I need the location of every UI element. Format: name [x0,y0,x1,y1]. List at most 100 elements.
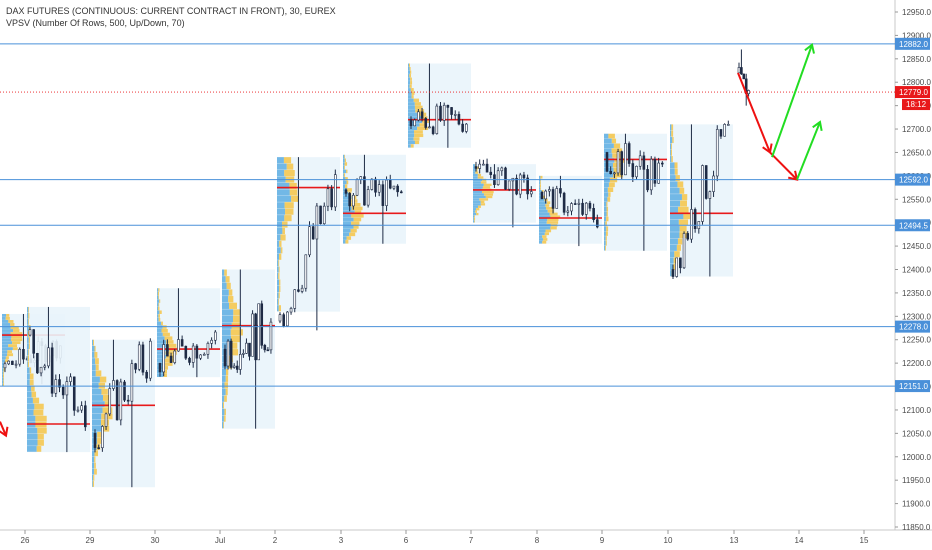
candle-body [149,340,152,379]
volume-profile-down-bar [162,332,170,337]
volume-profile-down-bar [475,169,478,172]
volume-profile-up-bar [277,182,290,190]
volume-profile-up-bar [539,175,541,179]
volume-profile-up-bar [670,175,676,182]
volume-profile-up-bar [604,143,614,149]
volume-profile-down-bar [27,355,29,362]
volume-profile-up-bar [343,165,345,170]
volume-profile-up-bar [27,403,35,410]
volume-profile-up-bar [222,296,229,303]
volume-profile-up-bar [27,446,37,452]
volume-profile-down-bar [224,408,226,416]
candle-body [675,257,678,277]
candle-body [254,313,257,361]
level-price-tag [895,320,930,333]
candle-body [424,118,428,128]
volume-profile-down-bar [280,234,286,241]
volume-profile-up-bar [92,370,96,377]
candle-body [690,209,693,240]
projection-arrow-up[interactable] [771,44,813,158]
volume-profile-up-bar [473,166,476,169]
volume-profile-up-bar [408,70,411,74]
volume-profile-up-bar [343,184,346,188]
candle-body [11,360,14,365]
candle-body [260,303,264,346]
volume-profile-up-bar [157,343,167,348]
volume-profile-down-bar [546,221,559,224]
y-tick-label: 12900.0 [902,31,931,40]
volume-profile-up-bar [539,238,543,241]
volume-profile-down-bar [233,309,241,316]
volume-profile-up-bar [343,228,351,233]
x-tick-label: 14 [795,536,804,545]
volume-profile-up-bar [2,317,6,320]
volume-profile-up-bar [670,124,672,131]
volume-profile-down-bar [279,240,282,247]
candle-body [704,165,708,199]
volume-profile-up-bar [473,190,482,194]
volume-profile-up-bar [92,388,102,395]
volume-profile-down-bar [284,170,295,177]
volume-profile-up-bar [277,253,280,260]
volume-profile-up-bar [539,206,547,210]
volume-profile-down-bar [480,181,487,184]
candle-body [363,176,366,206]
y-tick-label: 12650.0 [902,148,931,157]
volume-profile-down-bar [550,215,561,219]
volume-profile-up-bar [27,367,30,374]
projection-arrow-down[interactable] [0,421,7,437]
volume-profile-up-bar [604,221,606,227]
candle-body [653,158,657,184]
projection-arrow-down[interactable] [769,151,798,181]
x-tick-label: 13 [730,536,739,545]
volume-profile-up-bar [670,181,678,188]
volume-profile-down-bar [163,369,167,374]
y-tick-label: 11950.0 [902,476,931,485]
volume-profile-down-bar [481,190,494,194]
level-price-tag [895,380,930,393]
candle-body [370,178,374,190]
volume-profile-down-bar [224,269,227,276]
candle-body [134,363,137,370]
volume-profile-up-bar [27,373,30,380]
volume-profile-up-bar [604,162,613,168]
volume-profile-down-bar [10,323,15,326]
volume-profile-down-bar [540,175,543,179]
x-tick-label: 30 [151,536,160,545]
volume-profile-up-bar [27,439,38,446]
candle-body [500,167,504,172]
volume-profile-up-bar [473,205,479,208]
candle-body [229,340,233,368]
volume-profile-up-bar [92,425,102,432]
candle-body [248,342,251,357]
volume-profile-down-bar [10,332,23,335]
volume-profile-up-bar [277,305,279,312]
projection-arrow-down[interactable] [737,72,771,153]
volume-profile-down-bar [608,182,615,188]
y-tick-label: 12250.0 [902,336,931,345]
volume-profile-down-bar [483,193,494,196]
volume-profile-down-bar [28,349,29,356]
volume-profile-down-bar [608,133,615,139]
volume-profile-up-bar [408,88,411,92]
volume-profile-up-bar [670,238,678,245]
level-price-tag-text: 12278.0 [899,323,928,332]
candle-body [555,188,559,209]
candle-body [43,365,47,368]
volume-profile-up-bar [473,164,476,167]
volume-profile-down-bar [417,126,429,131]
volume-profile-up-bar [2,359,6,363]
volume-profile-down-bar [542,195,546,199]
volume-profile-down-bar [94,462,96,469]
projection-arrow-up[interactable] [796,121,821,180]
volume-profile-up-bar [222,276,226,283]
volume-profile-down-bar [29,379,34,386]
candle-body [435,105,439,134]
candle-body [322,205,326,225]
volume-profile-up-bar [27,337,29,343]
x-tick-label: 7 [469,536,474,545]
volume-profile-down-bar [228,296,234,303]
candle-body [158,362,162,373]
volume-profile-down-bar [11,335,22,339]
